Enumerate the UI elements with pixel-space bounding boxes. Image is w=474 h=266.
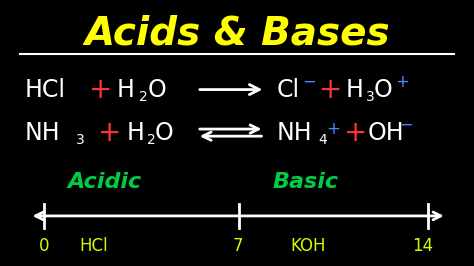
Text: +: +	[319, 76, 343, 103]
Text: O: O	[155, 121, 173, 145]
Text: +: +	[395, 73, 409, 91]
Text: 3: 3	[365, 90, 374, 104]
Text: NH: NH	[25, 121, 61, 145]
Text: −: −	[302, 73, 316, 91]
Text: O: O	[147, 78, 166, 102]
Text: 4: 4	[318, 133, 327, 147]
Text: HCl: HCl	[79, 237, 108, 255]
Text: Acidic: Acidic	[68, 172, 142, 192]
Text: H: H	[117, 78, 135, 102]
Text: +: +	[345, 119, 368, 147]
Text: 3: 3	[76, 133, 84, 147]
Text: NH: NH	[277, 121, 313, 145]
Text: 0: 0	[38, 237, 49, 255]
Text: Cl: Cl	[277, 78, 300, 102]
Text: +: +	[89, 76, 112, 103]
Text: +: +	[98, 119, 121, 147]
Text: −: −	[400, 116, 413, 134]
Text: HCl: HCl	[25, 78, 66, 102]
Text: Acids & Bases: Acids & Bases	[84, 15, 390, 53]
Text: H: H	[126, 121, 144, 145]
Text: 14: 14	[412, 237, 434, 255]
Text: 2: 2	[146, 133, 155, 147]
Text: O: O	[374, 78, 392, 102]
Text: H: H	[346, 78, 363, 102]
Text: Basic: Basic	[272, 172, 338, 192]
Text: 2: 2	[138, 90, 147, 104]
Text: 7: 7	[233, 237, 243, 255]
Text: OH: OH	[368, 121, 405, 145]
Text: KOH: KOH	[290, 237, 326, 255]
Text: +: +	[327, 120, 340, 138]
